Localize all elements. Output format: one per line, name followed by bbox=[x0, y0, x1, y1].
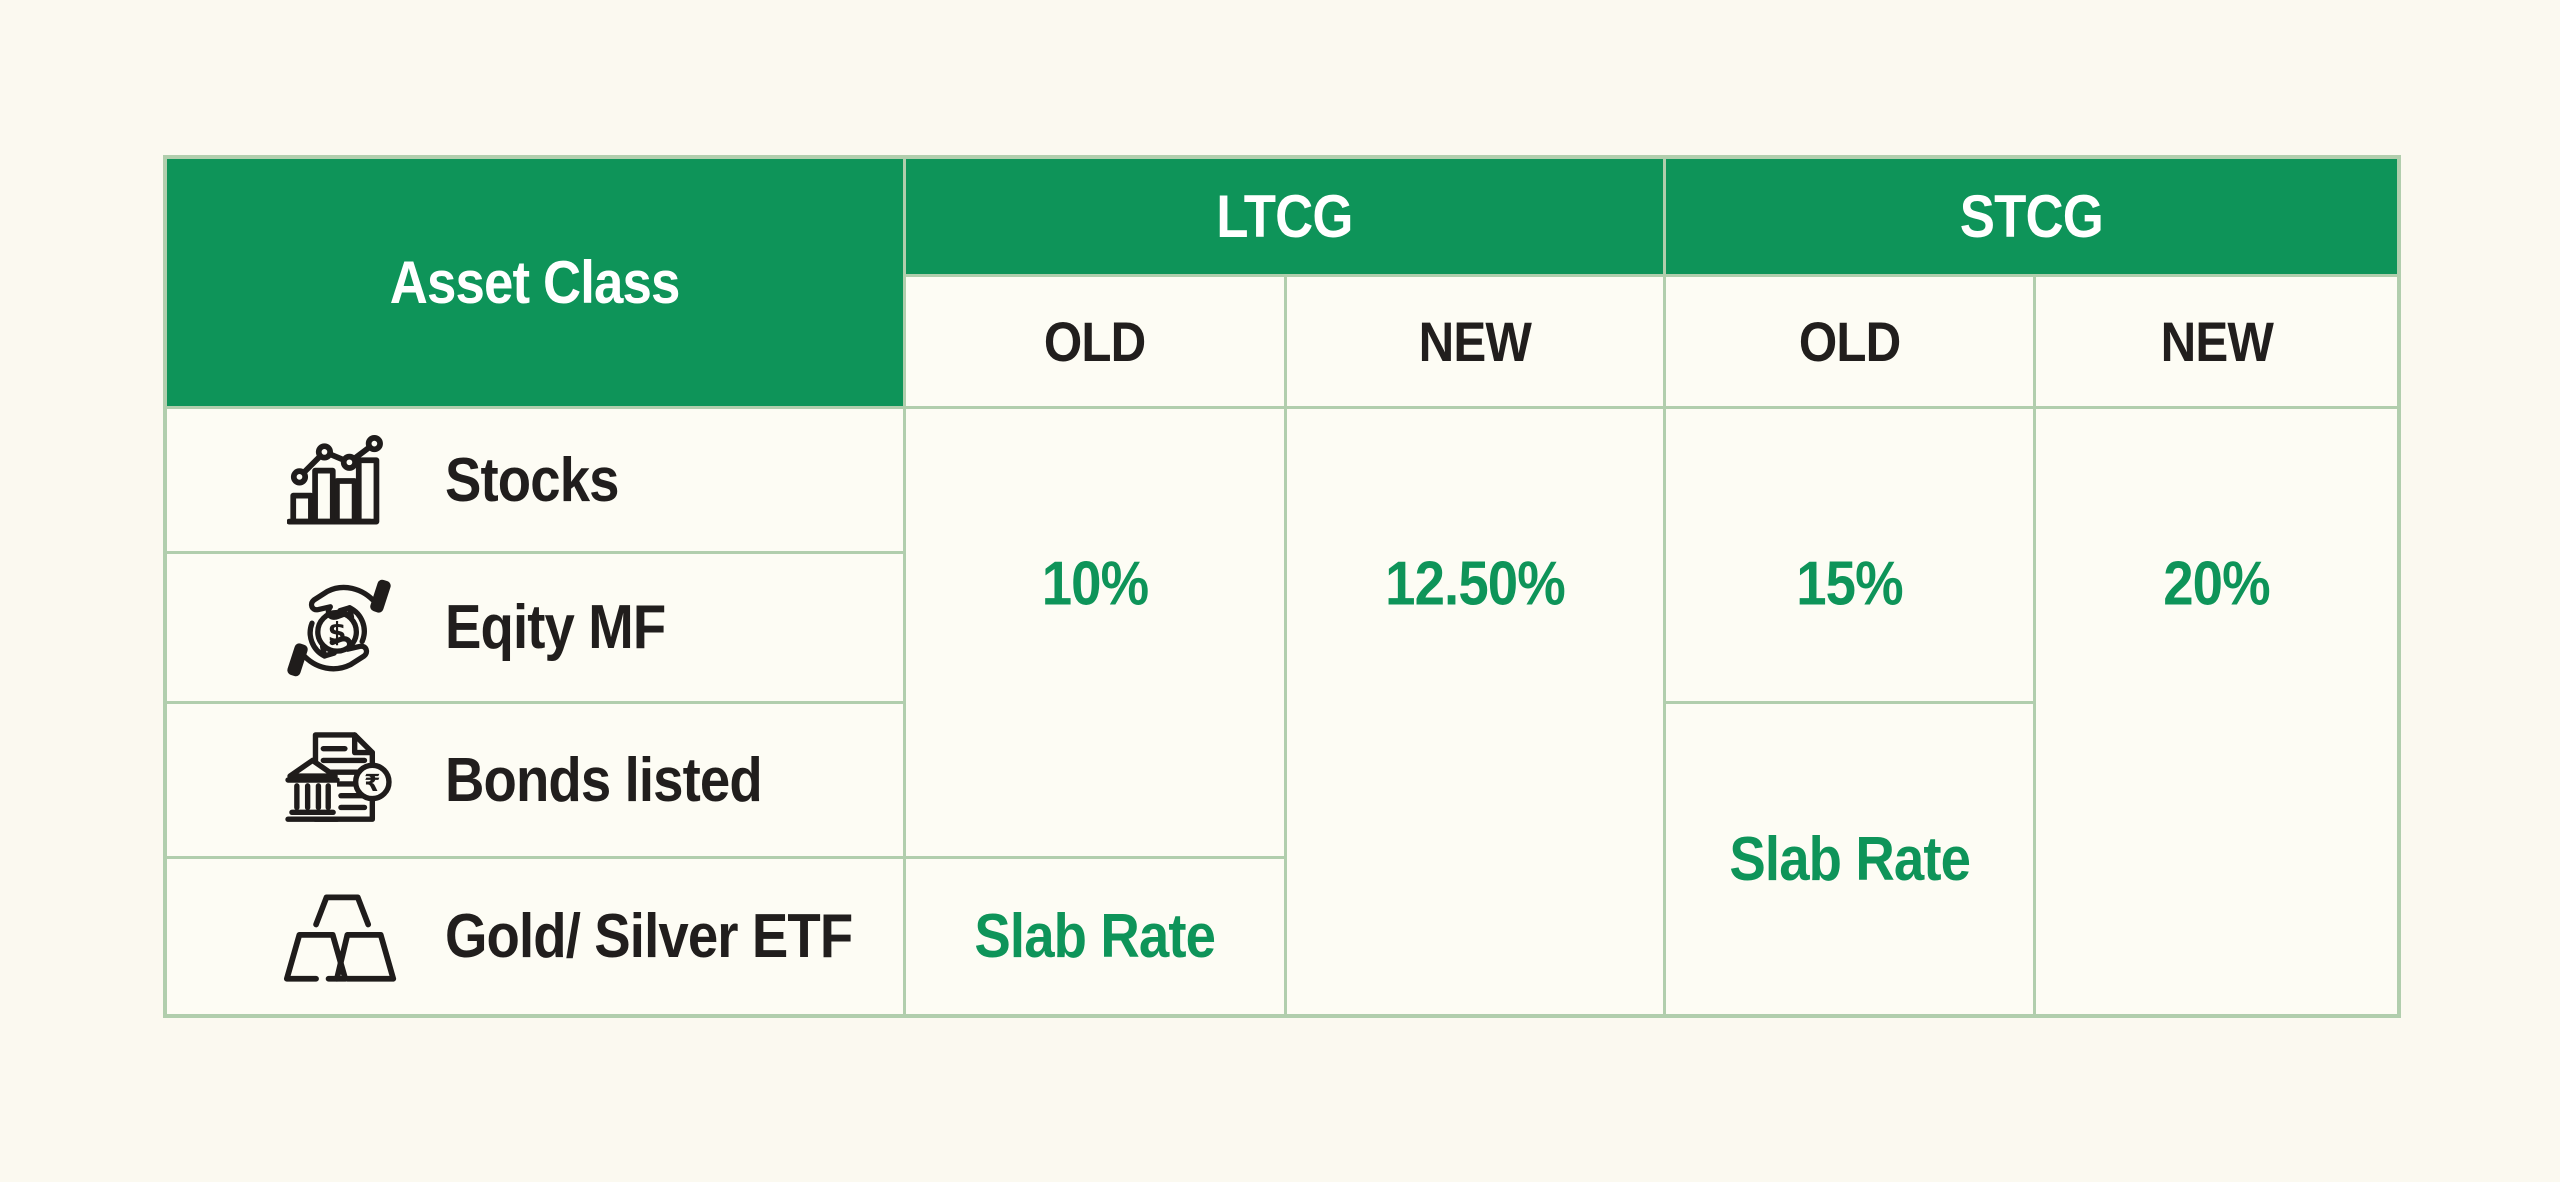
ltcg-header-cell: LTCG bbox=[906, 159, 1663, 274]
gold-bars-icon bbox=[259, 889, 419, 985]
stcg-new-rate-cell: 20% bbox=[2036, 409, 2397, 1014]
stcg-new-subheader-label: NEW bbox=[2160, 310, 2273, 373]
asset-label-eqity-mf: Eqity MF bbox=[445, 593, 666, 662]
asset-label-bonds-listed: Bonds listed bbox=[445, 745, 763, 815]
bank-document-rupee-icon: ₹ bbox=[259, 731, 419, 829]
stcg-old-slab-rate-cell: Slab Rate bbox=[1666, 704, 2033, 1014]
ltcg-old-subheader-label: OLD bbox=[1044, 310, 1146, 373]
asset-row-bonds-listed: ₹ Bonds listed bbox=[167, 704, 903, 856]
asset-label-stocks: Stocks bbox=[445, 445, 620, 515]
ltcg-new-rate-value: 12.50% bbox=[1385, 549, 1566, 619]
stcg-old-subheader-cell: OLD bbox=[1666, 277, 2033, 406]
stcg-header-cell: STCG bbox=[1666, 159, 2397, 274]
asset-label-gold-silver-etf: Gold/ Silver ETF bbox=[445, 902, 853, 971]
stcg-old-slab-rate-value: Slab Rate bbox=[1729, 824, 1971, 894]
ltcg-old-slab-rate-cell: Slab Rate bbox=[906, 859, 1284, 1014]
ltcg-new-rate-cell: 12.50% bbox=[1287, 409, 1663, 1014]
ltcg-old-rate-cell: 10% bbox=[906, 409, 1284, 856]
capital-gains-tax-table: Asset Class LTCG STCG OLD NEW OLD NEW bbox=[163, 155, 2401, 1018]
ltcg-old-slab-rate-value: Slab Rate bbox=[974, 902, 1217, 971]
stcg-new-subheader-cell: NEW bbox=[2036, 277, 2397, 406]
asset-class-header-label: Asset Class bbox=[390, 249, 681, 316]
stcg-header-label: STCG bbox=[1959, 183, 2104, 250]
hands-exchange-coin-icon: $ bbox=[259, 577, 419, 679]
ltcg-new-subheader-label: NEW bbox=[1418, 310, 1532, 373]
stcg-new-rate-value: 20% bbox=[2163, 549, 2270, 619]
stcg-old-rate-value: 15% bbox=[1796, 549, 1903, 619]
svg-text:₹: ₹ bbox=[364, 769, 380, 797]
asset-class-header-cell: Asset Class bbox=[167, 159, 903, 406]
asset-row-gold-silver-etf: Gold/ Silver ETF bbox=[167, 859, 903, 1014]
ltcg-header-label: LTCG bbox=[1216, 183, 1353, 250]
stcg-old-rate-cell: 15% bbox=[1666, 409, 2033, 701]
ltcg-new-subheader-cell: NEW bbox=[1287, 277, 1663, 406]
ltcg-old-rate-value: 10% bbox=[1041, 549, 1149, 619]
ltcg-old-subheader-cell: OLD bbox=[906, 277, 1284, 406]
asset-row-eqity-mf: $ Eqity MF bbox=[167, 554, 903, 701]
stock-bar-chart-icon bbox=[259, 435, 419, 525]
stcg-old-subheader-label: OLD bbox=[1798, 310, 1901, 373]
asset-row-stocks: Stocks bbox=[167, 409, 903, 551]
